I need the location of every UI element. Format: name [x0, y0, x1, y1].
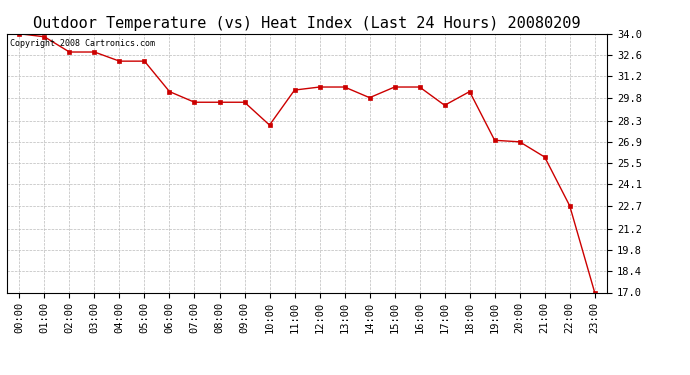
- Text: Copyright 2008 Cartronics.com: Copyright 2008 Cartronics.com: [10, 39, 155, 48]
- Title: Outdoor Temperature (vs) Heat Index (Last 24 Hours) 20080209: Outdoor Temperature (vs) Heat Index (Las…: [33, 16, 581, 31]
